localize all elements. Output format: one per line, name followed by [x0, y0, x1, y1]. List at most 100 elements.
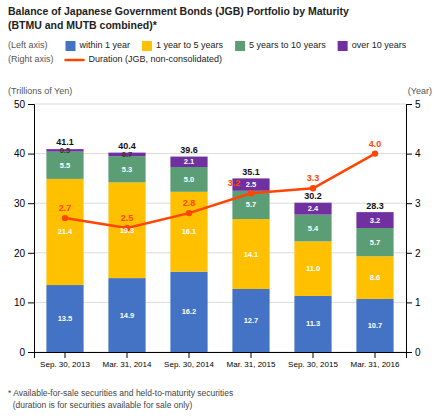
y2-tick-label: 1: [415, 297, 421, 308]
legend-item: 1 year to 5 years: [142, 40, 224, 51]
bar: [294, 215, 331, 242]
bar-series: [46, 179, 393, 299]
legend-group-label: (Right axis): [8, 54, 54, 64]
bar-label: 12.7: [244, 316, 259, 325]
bar-label: 10.7: [368, 321, 383, 330]
line-label: 2.8: [183, 198, 196, 208]
y-tick-mark: [28, 352, 34, 353]
legend-item: 5 years to 10 years: [235, 40, 326, 51]
y2-tick: 4: [406, 148, 421, 159]
bar: [108, 156, 145, 182]
y2-tick-label: 5: [415, 99, 421, 110]
line-label: 4.0: [369, 139, 382, 149]
footnote: (duration is for securities available fo…: [8, 400, 192, 410]
y-tick-label: 40: [14, 148, 26, 159]
y-tick-label: 20: [14, 248, 26, 259]
bar-label: 5.5: [60, 161, 70, 170]
data-labels: 13.514.916.212.711.310.721.419.316.114.1…: [56, 137, 384, 330]
y2-tick-label: 4: [415, 148, 421, 159]
bar-label: 5.7: [246, 200, 256, 209]
total-label: 30.2: [304, 191, 322, 201]
y2-tick-mark: [406, 154, 412, 155]
legend-swatch: [338, 41, 348, 51]
bar: [46, 285, 83, 352]
plot: 01020304050012345Sep. 30, 2013Mar. 31, 2…: [14, 99, 421, 369]
y-tick-mark: [28, 253, 34, 254]
y2-tick-mark: [406, 253, 412, 254]
line-point: [372, 150, 378, 156]
y-tick: 10: [14, 297, 34, 308]
x-tick: Sep. 30, 2014: [164, 352, 214, 369]
bar: [170, 167, 207, 192]
legend-group-label: (Left axis): [8, 40, 48, 50]
line-label: 2.7: [59, 203, 72, 213]
bar-label: 0.5: [60, 146, 70, 155]
grid: [34, 104, 406, 352]
bar-series: [46, 152, 393, 257]
marks: [46, 149, 393, 352]
y-axis-title: (Trillions of Yen): [8, 86, 72, 96]
bar-series: [46, 272, 393, 352]
grid-line: [34, 153, 406, 154]
line-label: 3.3: [307, 173, 320, 183]
bar: [294, 203, 331, 215]
y2-tick-mark: [406, 104, 412, 105]
legend-swatch: [235, 41, 245, 51]
grid-line: [34, 252, 406, 253]
bar: [232, 191, 269, 219]
legend-label: 5 years to 10 years: [249, 40, 326, 50]
y-tick: 50: [14, 99, 34, 110]
y-tick: 0: [19, 347, 34, 358]
line-point: [186, 210, 192, 216]
x-tick-label: Sep. 30, 2015: [288, 360, 338, 369]
bar-label: 2.5: [246, 180, 256, 189]
total-label: 35.1: [242, 167, 260, 177]
bar: [356, 212, 393, 228]
bar: [294, 241, 331, 296]
y-tick-label: 50: [14, 99, 26, 110]
bar: [108, 182, 145, 278]
x-tick: Sep. 30, 2013: [40, 352, 90, 369]
y-axis: 0 10 20 30 40 50: [14, 99, 35, 358]
legend-label: within 1 year: [79, 40, 131, 50]
axis-line: [407, 105, 413, 353]
x-tick: Sep. 30, 2015: [288, 352, 338, 369]
bar-label: 16.2: [182, 307, 197, 316]
legend-label: Duration (JGB, non-consolidated): [89, 54, 223, 64]
x-tick: Mar. 31, 2015: [227, 352, 276, 369]
bar: [232, 289, 269, 352]
bar-label: 11.3: [306, 319, 320, 328]
y2-axis-title: (Year): [408, 86, 432, 96]
bar: [108, 278, 145, 352]
y2-tick-mark: [406, 203, 412, 204]
y-tick: 30: [14, 198, 34, 209]
bar: [46, 152, 83, 179]
bar-label: 19.3: [120, 226, 135, 235]
y-tick-mark: [28, 302, 34, 303]
bar-label: 11.0: [306, 264, 320, 273]
y2-tick: 2: [406, 248, 421, 259]
x-tick-mark: [251, 352, 252, 358]
bar-label: 5.3: [122, 165, 132, 174]
x-tick-label: Mar. 31, 2014: [103, 360, 152, 369]
grid-line: [34, 302, 406, 303]
y2-axis: 012345: [406, 99, 421, 358]
x-tick-mark: [127, 352, 128, 358]
bar: [294, 296, 331, 352]
y-tick: 20: [14, 248, 34, 259]
bar: [170, 157, 207, 167]
x-tick: Mar. 31, 2016: [351, 352, 400, 369]
y2-tick-label: 2: [415, 248, 421, 259]
bar-label: 5.7: [370, 238, 380, 247]
y2-tick: 0: [406, 347, 421, 358]
bar-label: 14.9: [120, 311, 135, 320]
x-tick-mark: [375, 352, 376, 358]
y-tick-label: 0: [19, 347, 25, 358]
bar: [232, 219, 269, 289]
legend-swatch: [66, 41, 76, 51]
y2-tick: 1: [406, 297, 421, 308]
y2-tick: 5: [406, 99, 421, 110]
bar-label: 13.5: [58, 314, 73, 323]
total-label: 40.4: [118, 141, 136, 151]
total-label: 28.3: [366, 201, 384, 211]
